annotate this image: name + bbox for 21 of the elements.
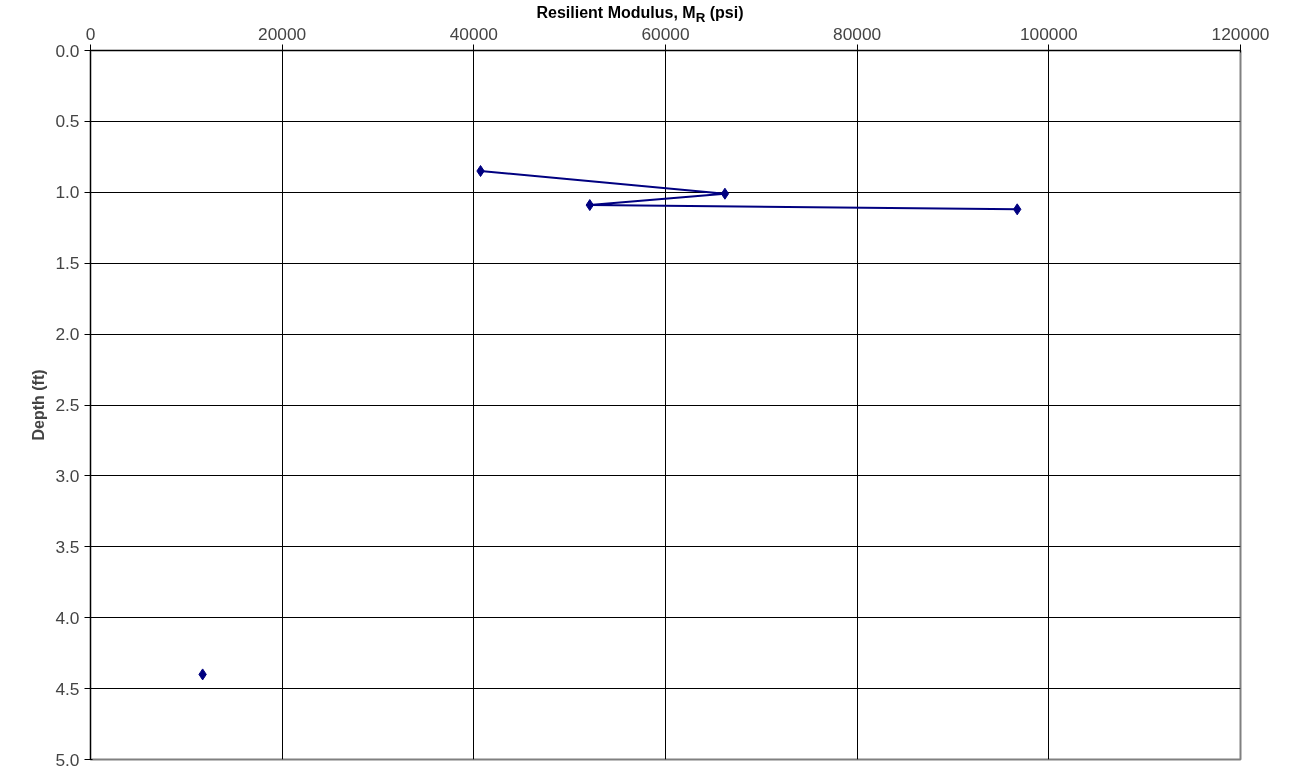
x-tick-label: 100000: [1019, 23, 1078, 44]
y-tick-label: 3.0: [55, 465, 80, 486]
x-tick-label: 40000: [449, 23, 498, 44]
x-tick-label: 120000: [1211, 23, 1270, 44]
y-tick-label: 3.5: [55, 536, 80, 557]
y-tick-label: 5.0: [55, 749, 80, 770]
x-tick-label: 60000: [641, 23, 690, 44]
y-tick-label: 0.5: [55, 111, 80, 132]
y-tick-label: 2.0: [55, 324, 80, 345]
y-tick-label: 4.5: [55, 678, 80, 699]
y-tick-label: 0.0: [55, 40, 80, 61]
x-axis-title: Resilient Modulus, M$_{R}$ (psi): [536, 4, 744, 26]
y-tick-label: 2.5: [55, 395, 80, 415]
x-tick-label: 80000: [833, 23, 882, 44]
y-axis-title: Depth (ft): [30, 369, 48, 441]
x-tick-label: 0: [85, 23, 96, 44]
y-tick-label: 1.0: [55, 182, 80, 203]
point: [720, 187, 730, 200]
y-tick-label: 4.0: [55, 607, 80, 628]
y-tick-label: 1.5: [55, 253, 80, 274]
x-tick-label: 20000: [258, 23, 307, 44]
